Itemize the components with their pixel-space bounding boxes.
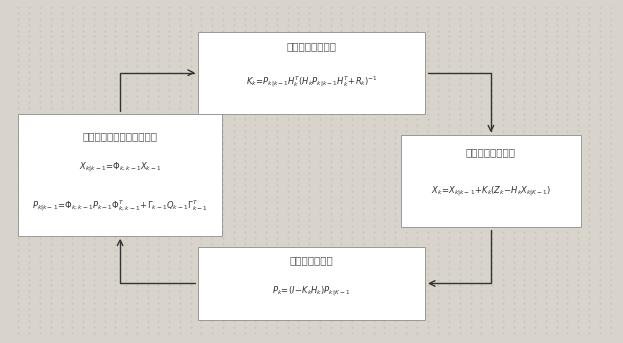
Text: $P_{k|k-1}\!=\!\Phi_{k,k-1}P_{k-1}\Phi_{k,k-1}^T\!+\!\Gamma_{k-1}Q_{k-1}\Gamma_{: $P_{k|k-1}\!=\!\Phi_{k,k-1}P_{k-1}\Phi_{… <box>32 199 208 214</box>
Text: 一步预测状态与预测均方差: 一步预测状态与预测均方差 <box>83 131 158 141</box>
Text: $K_k\!=\!P_{k|k-1}H_k^T(H_kP_{k|k-1}H_k^T\!+\!R_k)^{-1}$: $K_k\!=\!P_{k|k-1}H_k^T(H_kP_{k|k-1}H_k^… <box>245 75 378 90</box>
Text: $P_k\!=\!(I\!-\!K_kH_k)P_{k|K-1}$: $P_k\!=\!(I\!-\!K_kH_k)P_{k|K-1}$ <box>272 285 351 299</box>
Bar <box>19 114 222 236</box>
Bar <box>401 135 581 227</box>
Text: 估计均方差方程: 估计均方差方程 <box>290 255 333 265</box>
Text: $X_k\!=\!X_{k|k-1}\!+\!K_k(Z_k\!-\!H_kX_{k|K-1})$: $X_k\!=\!X_{k|k-1}\!+\!K_k(Z_k\!-\!H_kX_… <box>430 186 551 200</box>
Bar <box>198 247 425 320</box>
Text: 卡尔曼滤波器增益: 卡尔曼滤波器增益 <box>287 42 336 51</box>
Text: $X_{k|k-1}\!=\!\Phi_{k,k-1}X_{k-1}$: $X_{k|k-1}\!=\!\Phi_{k,k-1}X_{k-1}$ <box>78 161 161 175</box>
Bar <box>198 32 425 114</box>
Text: 状态估计计算方程: 状态估计计算方程 <box>466 147 516 157</box>
